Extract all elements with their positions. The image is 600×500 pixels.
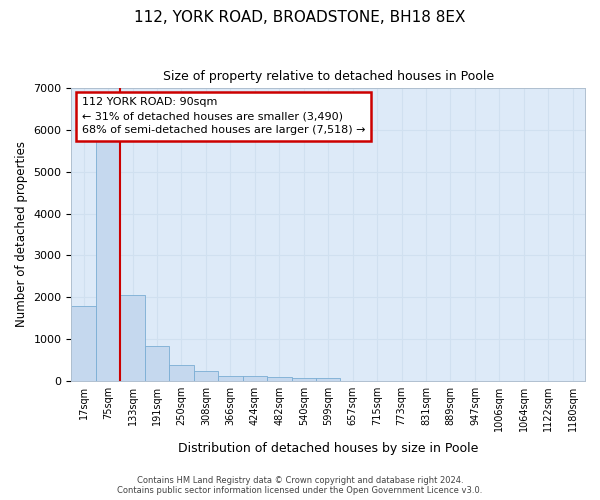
Bar — [292, 378, 316, 380]
X-axis label: Distribution of detached houses by size in Poole: Distribution of detached houses by size … — [178, 442, 478, 455]
Y-axis label: Number of detached properties: Number of detached properties — [15, 142, 28, 328]
Bar — [316, 378, 340, 380]
Bar — [96, 140, 121, 380]
Text: 112, YORK ROAD, BROADSTONE, BH18 8EX: 112, YORK ROAD, BROADSTONE, BH18 8EX — [134, 10, 466, 25]
Bar — [169, 364, 194, 380]
Bar — [267, 377, 292, 380]
Text: Contains HM Land Registry data © Crown copyright and database right 2024.
Contai: Contains HM Land Registry data © Crown c… — [118, 476, 482, 495]
Text: 112 YORK ROAD: 90sqm
← 31% of detached houses are smaller (3,490)
68% of semi-de: 112 YORK ROAD: 90sqm ← 31% of detached h… — [82, 97, 365, 135]
Bar — [71, 306, 96, 380]
Bar — [218, 376, 242, 380]
Title: Size of property relative to detached houses in Poole: Size of property relative to detached ho… — [163, 70, 494, 83]
Bar — [242, 376, 267, 380]
Bar — [194, 370, 218, 380]
Bar — [145, 346, 169, 380]
Bar — [121, 294, 145, 380]
